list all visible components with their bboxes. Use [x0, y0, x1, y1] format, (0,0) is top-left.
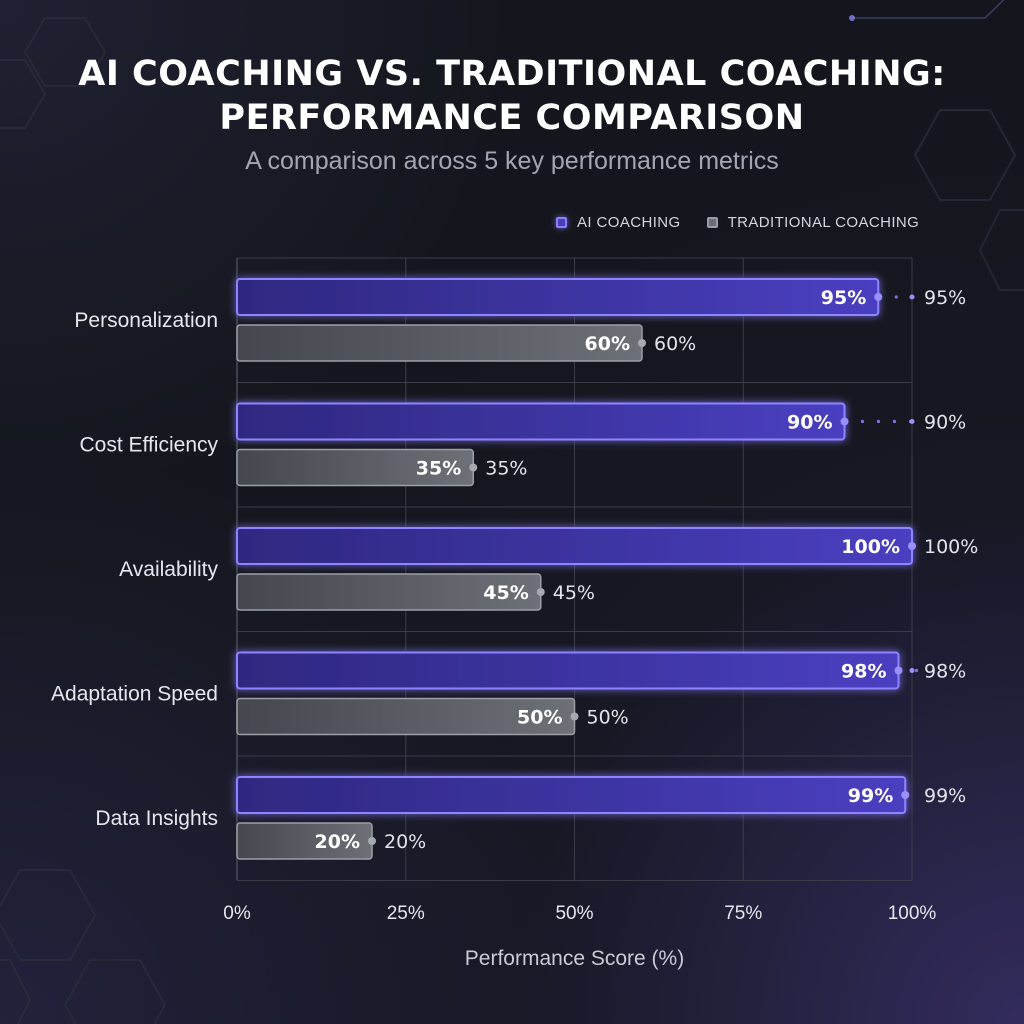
- bar-end-dot-ai: [901, 791, 910, 799]
- connector-dot: [914, 668, 919, 673]
- bar-end-dot-ai: [894, 666, 903, 675]
- bar-value-label-ai: 99%: [848, 785, 893, 807]
- legend-swatch-ai: [556, 217, 567, 228]
- bars: [236, 278, 919, 860]
- bar-ai-coaching: [236, 651, 900, 690]
- legend-label-ai: AI COACHING: [577, 214, 681, 231]
- connector-dot: [894, 295, 898, 299]
- bar-value-label-ai: 90%: [787, 412, 832, 434]
- value-label-ai: 95%: [924, 287, 966, 309]
- bar-value-label-traditional: 20%: [315, 831, 360, 853]
- category-label: Adaptation Speed: [51, 683, 218, 706]
- legend-label-traditional: TRADITIONAL COACHING: [727, 214, 920, 231]
- connector-end-dot: [909, 419, 915, 424]
- x-tick-label: 0%: [223, 903, 251, 924]
- connector-dot: [876, 419, 881, 424]
- bar-ai-coaching: [236, 402, 846, 441]
- category-label: Data Insights: [95, 807, 218, 830]
- value-label-ai: 99%: [924, 785, 966, 807]
- legend-swatch-traditional: [706, 217, 718, 228]
- legend-item-ai: AI COACHING: [556, 214, 681, 231]
- bar-end-dot-traditional: [469, 463, 478, 472]
- connector-end-dot: [909, 668, 915, 673]
- bar-end-dot-traditional: [368, 837, 376, 845]
- bar-value-label-traditional: 50%: [517, 707, 562, 729]
- labels: Personalization 95% 95% 60% 60% Cost Efficien…: [51, 287, 978, 970]
- bar-value-label-ai: 100%: [841, 536, 900, 558]
- bar-end-dot-ai: [874, 293, 883, 301]
- category-label: Cost Efficiency: [80, 434, 219, 457]
- value-label-traditional: 60%: [654, 333, 696, 355]
- category-label: Availability: [119, 558, 218, 581]
- bar-end-dot-traditional: [638, 339, 646, 347]
- value-label-traditional: 35%: [485, 458, 527, 480]
- bar-value-label-traditional: 35%: [416, 458, 461, 480]
- bar-value-label-traditional: 60%: [585, 333, 630, 355]
- connector-end-dot: [909, 294, 915, 300]
- legend: AI COACHING TRADITIONAL COACHING: [556, 214, 919, 231]
- bar-value-label-ai: 98%: [841, 661, 886, 683]
- chart-title-line-1: AI COACHING VS. TRADITIONAL COACHING:: [78, 54, 946, 94]
- connector-dot: [860, 419, 865, 424]
- bar-traditional-coaching: [236, 324, 643, 362]
- value-label-ai: 98%: [924, 661, 966, 683]
- value-label-ai: 90%: [924, 412, 966, 434]
- bar-value-label-traditional: 45%: [483, 582, 528, 604]
- bar-end-dot-ai: [840, 417, 849, 426]
- x-tick-label: 75%: [724, 903, 762, 924]
- connector-dot: [892, 419, 897, 424]
- bar-end-dot-ai: [908, 542, 916, 550]
- bar-ai-coaching: [236, 527, 913, 565]
- bar-end-dot-traditional: [570, 712, 579, 721]
- bar-value-label-ai: 95%: [821, 287, 866, 309]
- bar-ai-coaching: [236, 278, 880, 316]
- x-axis-title: Performance Score (%): [465, 947, 684, 970]
- chart-subtitle: A comparison across 5 key performance me…: [245, 147, 779, 175]
- legend-item-traditional: TRADITIONAL COACHING: [706, 214, 920, 231]
- x-tick-label: 50%: [555, 903, 593, 924]
- value-label-ai: 100%: [924, 536, 978, 558]
- bar-end-dot-traditional: [536, 588, 545, 596]
- chart-title-line-2: PERFORMANCE COMPARISON: [219, 98, 805, 138]
- x-tick-label: 25%: [387, 903, 425, 924]
- value-label-traditional: 20%: [384, 831, 426, 853]
- chart-title: AI COACHING VS. TRADITIONAL COACHING: PE…: [0, 52, 1024, 140]
- value-label-traditional: 50%: [587, 707, 629, 729]
- category-label: Personalization: [74, 309, 218, 332]
- x-tick-label: 100%: [888, 903, 937, 924]
- value-label-traditional: 45%: [553, 582, 595, 604]
- bar-ai-coaching: [236, 776, 907, 814]
